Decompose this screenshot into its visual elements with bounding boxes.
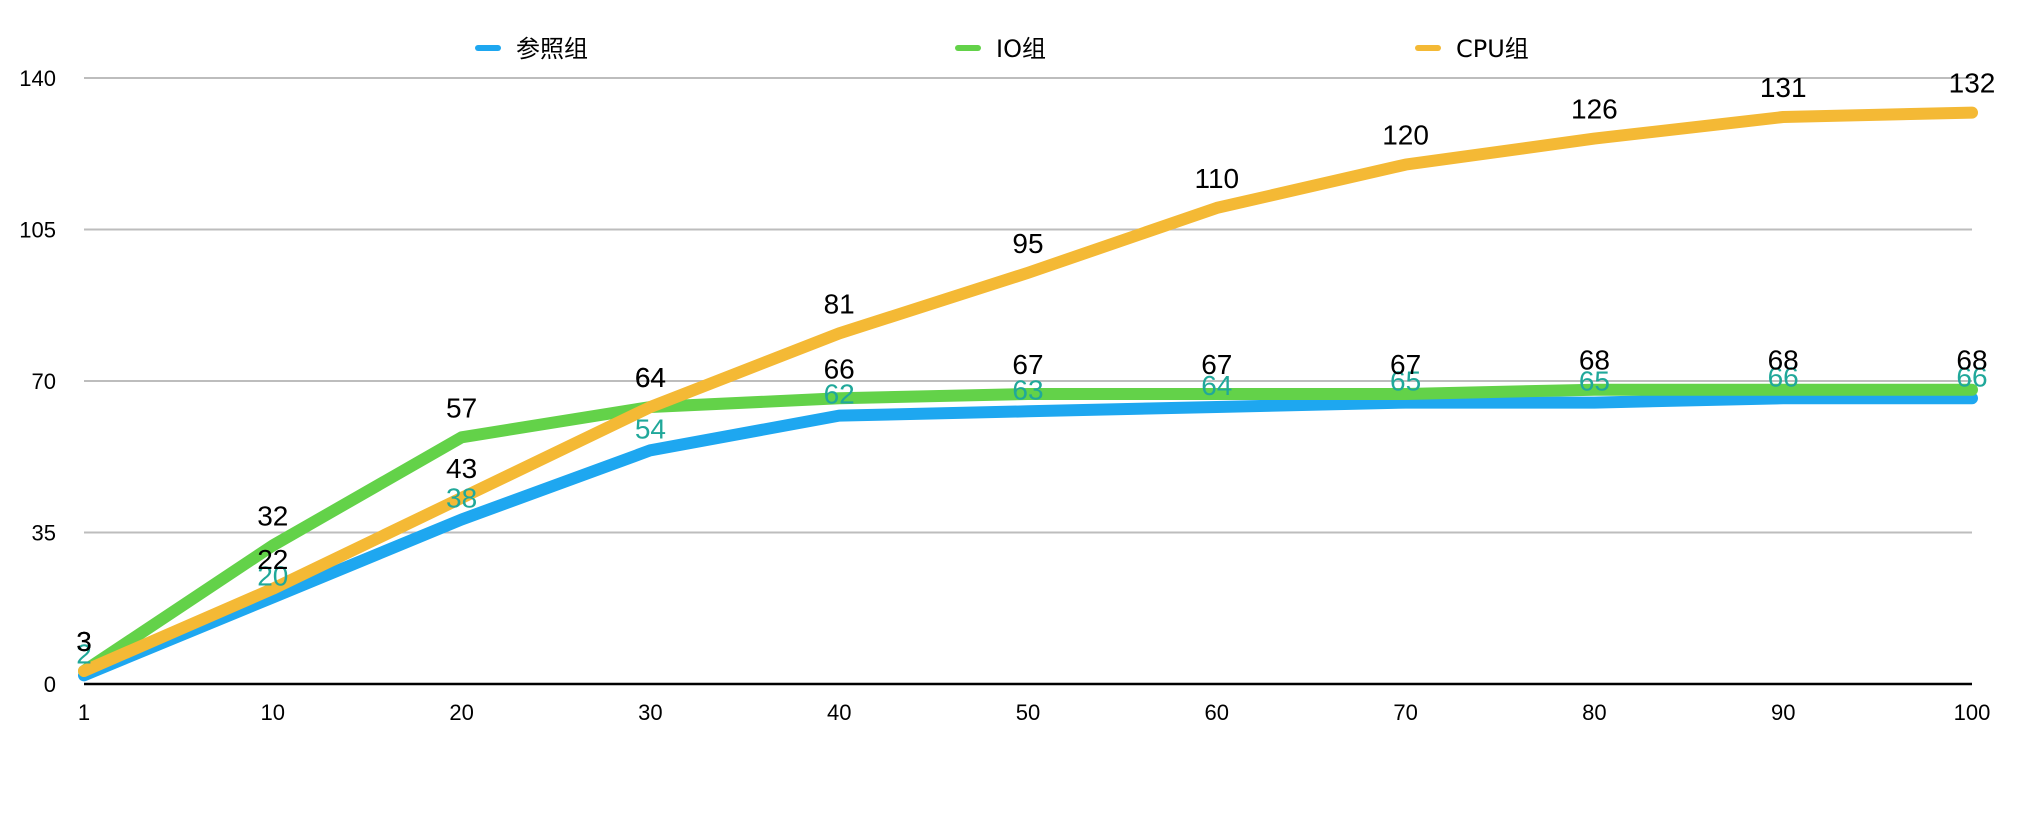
data-label: 68 (1579, 345, 1610, 376)
data-label: 66 (1768, 361, 1799, 392)
data-label: 95 (1012, 228, 1043, 259)
data-label: 120 (1382, 120, 1429, 151)
legend-label: CPU组 (1456, 35, 1529, 63)
data-label: 63 (1012, 374, 1043, 405)
x-tick-label: 50 (1016, 700, 1040, 725)
data-label: 68 (1768, 345, 1799, 376)
x-tick-label: 10 (261, 700, 285, 725)
legend: 参照组 IO组 CPU组 (475, 35, 1529, 63)
data-label: 65 (1390, 366, 1421, 397)
data-label: 38 (446, 483, 477, 514)
data-label: 22 (257, 544, 288, 575)
data-labels: 2 20 38 54 62 63 64 65 65 66 66 3 32 57 64 66 67 67 67 68 68… (76, 68, 1995, 670)
data-label: 3 (76, 626, 92, 657)
data-label: 81 (824, 288, 855, 319)
data-label: 67 (1012, 349, 1043, 380)
x-tick-label: 90 (1771, 700, 1795, 725)
data-label: 132 (1949, 68, 1996, 99)
series-lines (78, 106, 1978, 682)
data-label: 66 (824, 353, 855, 384)
data-label: 62 (824, 379, 855, 410)
x-tick-label: 40 (827, 700, 851, 725)
data-label: 64 (635, 362, 666, 393)
data-label: 32 (257, 500, 288, 531)
data-label: 3 (76, 626, 92, 657)
y-tick-label: 140 (19, 66, 56, 91)
data-label: 110 (1194, 163, 1239, 194)
y-tick-label: 35 (32, 521, 56, 546)
series-line-3 (78, 106, 1978, 677)
data-label: 66 (1956, 361, 1987, 392)
data-label: 54 (635, 413, 666, 444)
x-tick-label: 60 (1205, 700, 1229, 725)
data-label: 131 (1760, 72, 1807, 103)
series-line-1 (78, 392, 1978, 682)
data-label: 67 (1201, 349, 1232, 380)
x-tick-label: 80 (1582, 700, 1606, 725)
x-tick-label: 1 (78, 700, 90, 725)
y-tick-label: 0 (44, 672, 56, 697)
data-label: 67 (1390, 349, 1421, 380)
gridlines (84, 77, 1972, 534)
legend-label: 参照组 (516, 35, 588, 63)
data-label: 43 (446, 453, 477, 484)
data-label: 57 (446, 392, 477, 423)
x-tick-label: 70 (1393, 700, 1417, 725)
data-label: 20 (257, 560, 288, 591)
y-tick-label: 70 (32, 369, 56, 394)
y-tick-label: 105 (19, 218, 56, 243)
data-label: 64 (1201, 370, 1232, 401)
x-tick-label: 100 (1954, 700, 1991, 725)
data-label: 65 (1579, 366, 1610, 397)
x-tick-label: 20 (449, 700, 473, 725)
data-label: 68 (1956, 345, 1987, 376)
data-label: 126 (1571, 94, 1618, 125)
series-line-2 (78, 383, 1978, 677)
legend-label: IO组 (996, 35, 1046, 63)
x-tick-label: 30 (638, 700, 662, 725)
data-label: 64 (635, 362, 666, 393)
data-label: 2 (76, 638, 92, 669)
